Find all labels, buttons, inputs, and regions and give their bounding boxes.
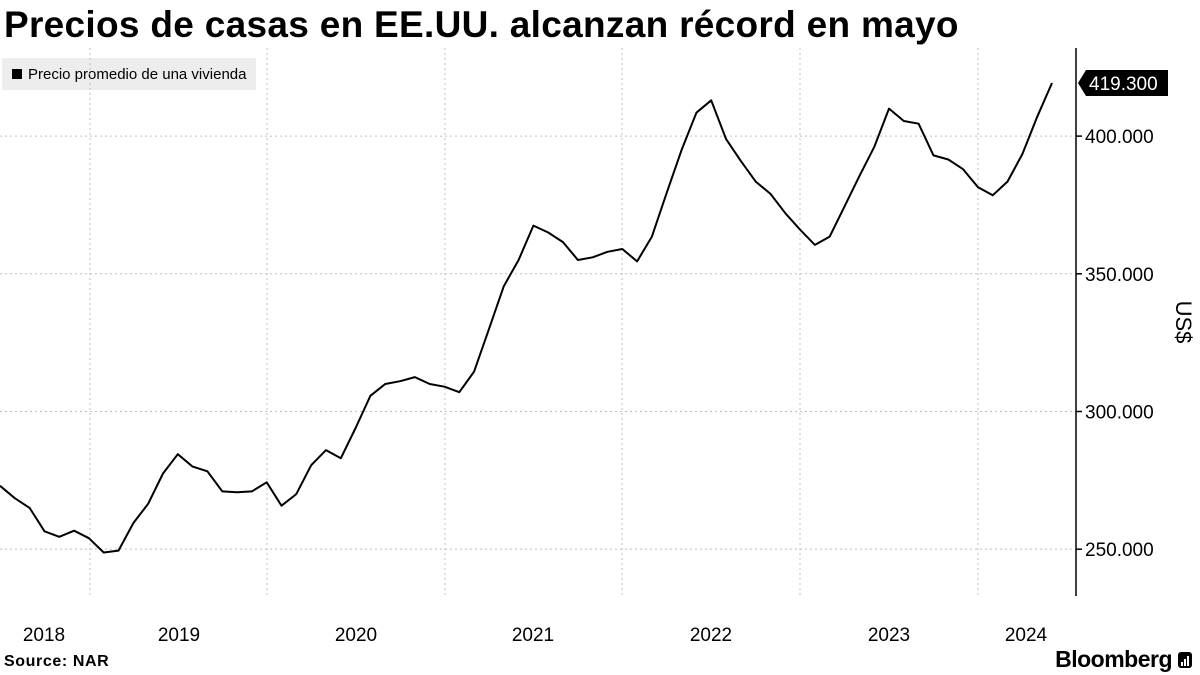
- last-value-label: 419.300: [1089, 74, 1158, 95]
- legend: Precio promedio de una vivienda: [2, 58, 257, 90]
- y-tick-label-2: 350.000: [1085, 265, 1154, 286]
- legend-label: Precio promedio de una vivienda: [28, 65, 247, 83]
- source-note: Source: NAR: [4, 653, 110, 670]
- brand-name: Bloomberg: [1055, 646, 1172, 672]
- y-tick-label-1: 300.000: [1085, 402, 1154, 423]
- x-tick-label-2024: 2024: [1005, 625, 1048, 646]
- vertical-gridlines: [89, 48, 979, 596]
- x-tick-label-2022: 2022: [690, 625, 732, 646]
- bloomberg-logo: Bloomberg: [1055, 646, 1192, 673]
- y-tick-label-0: 250.000: [1085, 540, 1154, 561]
- legend-swatch: [12, 69, 22, 79]
- x-tick-label-2023: 2023: [868, 625, 910, 646]
- last-value-callout: 419.300: [1078, 69, 1168, 96]
- x-tick-label-2020: 2020: [335, 625, 377, 646]
- series-line-precio-promedio: [0, 82, 1053, 554]
- bar-chart-icon: [1178, 651, 1192, 668]
- y-tick-label-3: 400.000: [1085, 127, 1154, 148]
- x-tick-label-2021: 2021: [512, 625, 554, 646]
- x-tick-label-2018: 2018: [23, 625, 65, 646]
- x-axis-ticks: 2018 2019 2020 2021 2022 2023 2024: [23, 625, 1048, 646]
- horizontal-gridlines: [0, 135, 1076, 550]
- chart-title: Precios de casas en EE.UU. alcanzan réco…: [4, 4, 959, 45]
- y-axis-title: US$: [1171, 301, 1196, 344]
- x-tick-label-2019: 2019: [158, 625, 200, 646]
- last-value-callout-bg: [1078, 69, 1168, 96]
- y-axis-ticks: 250.000 300.000 350.000 400.000: [1076, 127, 1154, 561]
